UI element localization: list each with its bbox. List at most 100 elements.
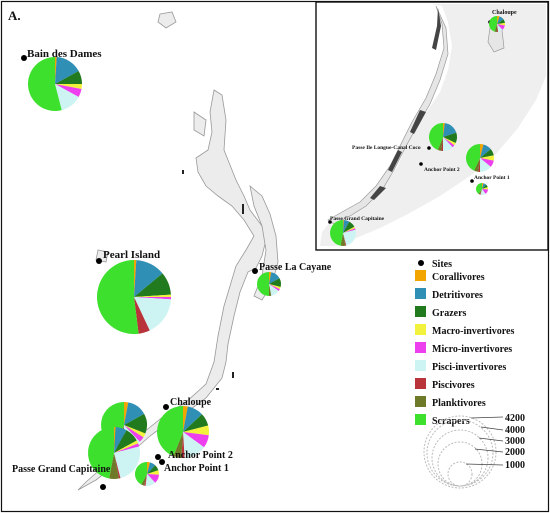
pie-slice-inset-chaloupe-planktivores xyxy=(494,24,497,32)
legend-label-grazers: Grazers xyxy=(432,308,467,319)
pie-slice-bain-des-dames-pisci-invertivores xyxy=(55,84,79,111)
label-pearl-island: Pearl Island xyxy=(103,249,160,261)
pie-slice-inset-passe-ile-longue-detritivores xyxy=(443,123,457,137)
pie-slice-anchor-point-1-micro-invertivores xyxy=(147,474,159,483)
pie-slice-inset-passe-grand-capitaine-micro-invertivores xyxy=(343,228,356,233)
site-dot-anchor-point-2 xyxy=(155,454,161,460)
legend-label-pisci-invertivores: Pisci-invertivores xyxy=(432,362,506,373)
pie-slice-inset-chaloupe-detritivores xyxy=(497,16,504,24)
inset-label-anchor-point-1: Anchor Point 1 xyxy=(474,175,510,181)
pie-slice-bain-des-dames-detritivores xyxy=(55,57,79,84)
pie-slice-inset-chaloupe-corallivores xyxy=(497,16,500,24)
legend-label-corallivores: Corallivores xyxy=(432,272,485,283)
pie-slice-inset-anchor-point-1-piscivores xyxy=(479,189,482,195)
pie-slice-bain-des-dames-micro-invertivores xyxy=(55,84,82,98)
label-anchor-point-1: Anchor Point 1 xyxy=(164,463,229,474)
pie-slice-chaloupe-macro-invertivores xyxy=(124,425,146,438)
legend-swatch-grazers xyxy=(415,306,426,317)
pie-slice-inset-passe-grand-capitaine-pisci-invertivores xyxy=(343,229,356,246)
legend-swatch-piscivores xyxy=(415,378,426,389)
pie-slice-inset-anchor-point-1-planktivores xyxy=(478,189,482,195)
pie-slice-anchor-point-2-detritivores xyxy=(183,406,202,432)
size-scale xyxy=(423,415,497,489)
inset-dot-passe-grand-capitaine xyxy=(328,220,332,224)
pie-slice-chaloupe-grazers xyxy=(124,413,147,434)
pie-slice-passe-la-cayane-corallivores xyxy=(269,272,272,284)
pie-slice-bain-des-dames-corallivores xyxy=(55,57,57,84)
pie-slice-anchor-point-1-pisci-invertivores xyxy=(145,474,156,486)
pie-slice-pearl-island-corallivores xyxy=(134,260,137,297)
pie-slice-pearl-island-piscivores xyxy=(134,297,150,334)
pie-slice-passe-grand-capitaine-pisci-invertivores xyxy=(114,446,141,479)
pie-slice-anchor-point-2-micro-invertivores xyxy=(183,432,209,448)
pie-slice-inset-anchor-point-1-corallivores xyxy=(482,183,484,189)
pie-slice-bain-des-dames-grazers xyxy=(55,70,82,84)
label-chaloupe: Chaloupe xyxy=(170,397,212,408)
pie-slice-inset-passe-ile-longue-corallivores xyxy=(443,123,445,137)
pie-slice-inset-passe-grand-capitaine-scrapers xyxy=(329,220,343,246)
pie-slice-passe-grand-capitaine-corallivores xyxy=(114,427,116,453)
pie-slice-anchor-point-2-planktivores xyxy=(173,432,183,458)
pie-slice-anchor-point-2-macro-invertivores xyxy=(183,425,210,436)
legend-swatch-detritivores xyxy=(415,288,426,299)
legend-label-macro-invertivores: Macro-invertivores xyxy=(432,326,514,337)
legend-label-planktivores: Planktivores xyxy=(432,398,486,409)
inset-label-chaloupe: Chaloupe xyxy=(492,10,517,16)
site-dot-bain-des-dames xyxy=(21,55,27,61)
label-anchor-point-2: Anchor Point 2 xyxy=(168,450,233,461)
pie-slice-anchor-point-2-scrapers xyxy=(156,405,183,457)
legend-swatch-micro-invertivores xyxy=(415,342,426,353)
pie-slice-inset-chaloupe-piscivores xyxy=(497,24,499,32)
pie-slice-inset-passe-grand-capitaine-corallivores xyxy=(343,220,344,233)
site-labels: Bain des Dames Pearl Island Passe La Cay… xyxy=(12,48,332,475)
scale-label-4200: 4200 xyxy=(505,413,525,424)
pie-slice-inset-passe-ile-longue-planktivores xyxy=(437,137,443,151)
legend-label-piscivores: Piscivores xyxy=(432,380,475,391)
inset-dot-anchor-point-1 xyxy=(470,179,474,183)
panel-label: A. xyxy=(8,8,21,23)
pie-slice-inset-anchor-point-2-pisci-invertivores xyxy=(480,158,491,172)
pie-slice-passe-grand-capitaine-detritivores xyxy=(114,427,127,453)
pie-slice-inset-anchor-point-2-micro-invertivores xyxy=(480,158,494,167)
legend-sites-dot xyxy=(418,260,424,266)
pie-slice-passe-grand-capitaine-scrapers xyxy=(87,427,114,479)
pie-slice-inset-chaloupe-grazers xyxy=(497,19,505,24)
pie-slice-chaloupe-detritivores xyxy=(124,402,145,425)
scale-label-1000: 1000 xyxy=(505,460,525,471)
pie-slice-inset-passe-grand-capitaine-planktivores xyxy=(340,233,346,246)
pie-slice-passe-grand-capitaine-grazers xyxy=(114,430,137,453)
pie-slice-inset-passe-ile-longue-micro-invertivores xyxy=(443,137,455,148)
pie-slice-inset-chaloupe-scrapers xyxy=(489,16,497,32)
pie-slice-inset-passe-grand-capitaine-grazers xyxy=(343,221,355,233)
legend-label-scrapers: Scrapers xyxy=(432,416,470,427)
inset-map: Chaloupe Passe Ile Longue-Canal Coco Anc… xyxy=(315,1,549,251)
pie-slice-inset-anchor-point-2-piscivores xyxy=(478,158,480,172)
pie-slice-passe-la-cayane-scrapers xyxy=(257,272,269,296)
pie-slice-inset-anchor-point-1-macro-invertivores xyxy=(482,187,488,190)
pie-slice-passe-la-cayane-macro-invertivores xyxy=(269,284,281,290)
pie-slice-passe-grand-capitaine-piscivores xyxy=(114,453,121,479)
legend-sites-label: Sites xyxy=(432,259,452,270)
legend-swatch-planktivores xyxy=(415,396,426,407)
scale-label-4000: 4000 xyxy=(505,425,525,436)
reef-marks xyxy=(182,170,244,390)
pie-slice-inset-chaloupe-pisci-invertivores xyxy=(497,24,503,32)
inset-label-anchor-point-2: Anchor Point 2 xyxy=(424,167,460,173)
pie-slice-anchor-point-1-scrapers xyxy=(134,462,147,485)
pie-slice-inset-anchor-point-1-scrapers xyxy=(476,183,482,194)
pie-slice-inset-chaloupe-macro-invertivores xyxy=(497,22,505,26)
legend-swatch-scrapers xyxy=(415,414,426,425)
label-bain-des-dames: Bain des Dames xyxy=(27,48,102,60)
pie-slice-anchor-point-2-grazers xyxy=(183,414,209,432)
pie-slice-inset-anchor-point-2-corallivores xyxy=(480,144,484,158)
inset-label-passe-grand-capitaine: Passe Grand Capitaine xyxy=(330,216,385,222)
pie-slice-passe-grand-capitaine-planktivores xyxy=(109,453,119,480)
inset-label-passe-ile-longue: Passe Ile Longue-Canal Coco xyxy=(352,145,421,151)
pie-slice-passe-la-cayane-detritivores xyxy=(269,272,280,284)
legend-label-micro-invertivores: Micro-invertivores xyxy=(432,344,512,355)
pie-slice-inset-passe-ile-longue-scrapers xyxy=(429,123,443,151)
pie-slice-inset-anchor-point-1-micro-invertivores xyxy=(482,189,488,194)
pie-slice-anchor-point-1-detritivores xyxy=(147,462,156,474)
pie-slice-inset-passe-ile-longue-grazers xyxy=(443,132,457,143)
